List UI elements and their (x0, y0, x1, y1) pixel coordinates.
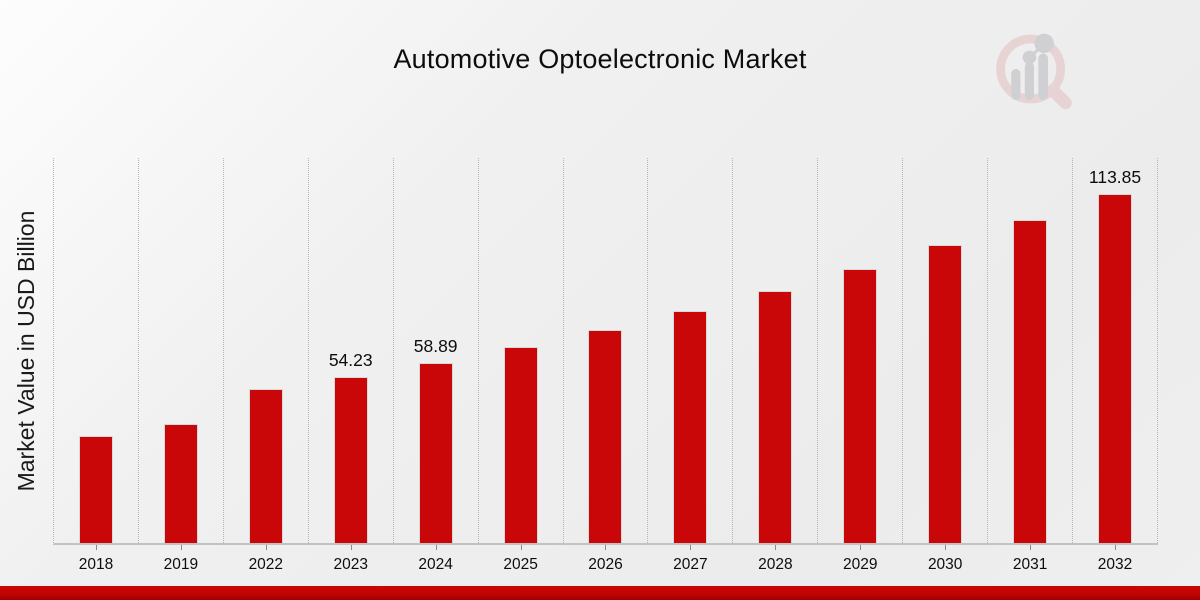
bar (333, 377, 368, 543)
x-axis-tick-label: 2024 (418, 556, 453, 573)
bar-value-label: 58.89 (413, 336, 458, 356)
plot-area: 2018 2019 2022 54.23 2023 58.89 2024 2025 2026 20… (53, 158, 1158, 573)
bar (163, 424, 198, 543)
x-axis-tick (690, 545, 692, 550)
bar (1098, 194, 1133, 543)
bar (843, 269, 878, 543)
x-axis-tick (350, 545, 352, 550)
bar (588, 330, 623, 543)
bar-slot: 2025 (479, 158, 564, 573)
bar (503, 347, 538, 543)
footer-accent-band (0, 586, 1200, 600)
x-axis-tick-label: 2019 (163, 556, 199, 573)
bar-slot: 2018 (54, 158, 139, 573)
bar (418, 363, 453, 543)
bar (758, 291, 793, 543)
bar-value-label: 113.85 (1088, 167, 1142, 187)
x-axis-tick (945, 545, 947, 550)
bar (1013, 220, 1048, 543)
bar (78, 436, 113, 543)
x-axis-tick-label: 2030 (927, 556, 963, 573)
bar-slot: 2026 (564, 158, 649, 573)
x-axis-tick (180, 545, 182, 550)
x-axis-tick (95, 545, 97, 550)
bar (248, 389, 283, 543)
x-axis-tick-label: 2025 (503, 556, 538, 573)
x-axis-tick-label: 2032 (1097, 556, 1133, 573)
x-axis-tick-label: 2028 (758, 556, 793, 573)
bar-slot: 2019 (139, 158, 224, 573)
x-axis-tick (1115, 545, 1117, 550)
x-axis-tick-label: 2018 (78, 556, 114, 573)
bar-slot: 2029 (818, 158, 904, 573)
x-axis-tick (435, 545, 437, 550)
x-axis-tick (775, 545, 777, 550)
bar-slot: 113.85 2032 (1073, 158, 1158, 573)
x-axis-tick-label: 2029 (843, 556, 878, 573)
x-axis-tick (860, 545, 862, 550)
bar-slot: 54.23 2023 (309, 158, 394, 573)
bar-slot: 2022 (224, 158, 309, 573)
bar-slot: 2031 (988, 158, 1074, 573)
x-axis-tick (520, 545, 522, 550)
bar-slot: 2030 (903, 158, 989, 573)
x-axis-tick-label: 2031 (1012, 556, 1048, 573)
x-axis-tick (1030, 545, 1032, 550)
bar-slot: 58.89 2024 (394, 158, 479, 573)
x-axis-tick (605, 545, 607, 550)
x-axis-tick-label: 2027 (673, 556, 708, 573)
bar-value-label: 54.23 (328, 350, 373, 370)
magnifier-bar-chart-icon (996, 33, 1072, 110)
y-axis-label: Market Value in USD Billion (13, 210, 39, 492)
bar (928, 245, 963, 543)
chart-title: Automotive Optoelectronic Market (393, 44, 807, 74)
bar (673, 311, 708, 543)
bar-slot: 2028 (733, 158, 819, 573)
x-axis-tick-label: 2026 (588, 556, 623, 573)
x-axis-tick (265, 545, 267, 550)
x-axis-tick-label: 2022 (248, 556, 284, 573)
x-axis-tick-label: 2023 (333, 556, 368, 573)
bar-slot: 2027 (648, 158, 734, 573)
